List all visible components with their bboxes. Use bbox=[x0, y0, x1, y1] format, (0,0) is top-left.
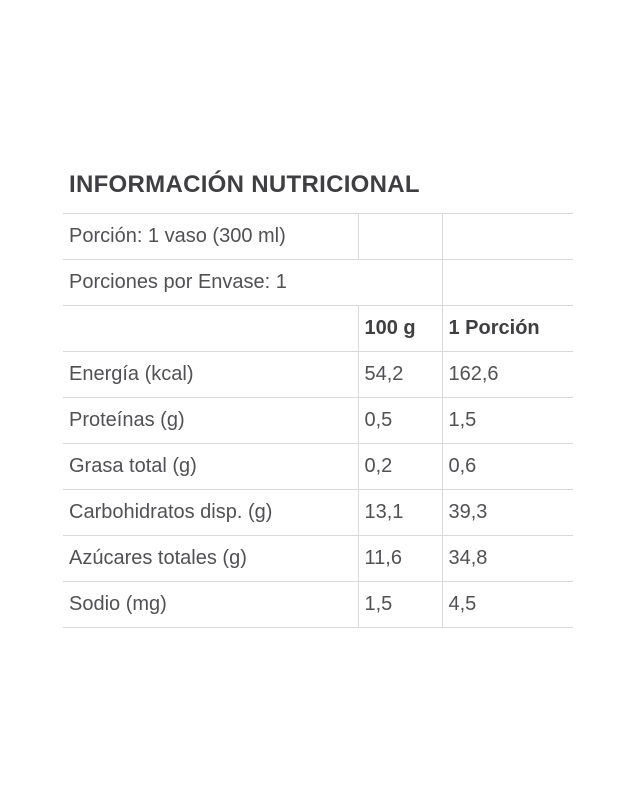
nutrient-value-100g: 54,2 bbox=[357, 351, 442, 398]
nutrient-value-portion: 162,6 bbox=[441, 351, 573, 398]
nutrient-row-protein: Proteínas (g) 0,5 1,5 bbox=[63, 397, 573, 444]
nutrient-value-portion: 39,3 bbox=[441, 489, 573, 536]
nutrient-row-energy: Energía (kcal) 54,2 162,6 bbox=[63, 351, 573, 398]
column-header-row: 100 g 1 Porción bbox=[63, 305, 573, 352]
nutrient-label: Energía (kcal) bbox=[69, 363, 194, 385]
servings-row: Porciones por Envase: 1 bbox=[63, 259, 573, 306]
nutrient-label: Azúcares totales (g) bbox=[69, 547, 247, 569]
column-header-100g: 100 g bbox=[357, 305, 442, 352]
portion-label: Porción: 1 vaso (300 ml) bbox=[69, 225, 286, 247]
nutrient-label: Sodio (mg) bbox=[69, 593, 167, 615]
nutrition-table: Porción: 1 vaso (300 ml) Porciones por E… bbox=[63, 213, 573, 628]
nutrient-value-portion: 4,5 bbox=[441, 581, 573, 628]
nutrient-label: Grasa total (g) bbox=[69, 455, 197, 477]
nutrient-label: Carbohidratos disp. (g) bbox=[69, 501, 273, 523]
column-header-portion: 1 Porción bbox=[441, 305, 573, 352]
portion-empty-cell-1 bbox=[357, 213, 442, 260]
nutrient-value-100g: 0,5 bbox=[357, 397, 442, 444]
nutrient-value-100g: 0,2 bbox=[357, 443, 442, 490]
servings-label: Porciones por Envase: 1 bbox=[69, 271, 287, 293]
nutrient-value-100g: 13,1 bbox=[357, 489, 442, 536]
section-title: INFORMACIÓN NUTRICIONAL bbox=[69, 171, 420, 198]
nutrient-row-carbs: Carbohidratos disp. (g) 13,1 39,3 bbox=[63, 489, 573, 536]
nutrient-value-100g: 1,5 bbox=[357, 581, 442, 628]
nutrient-row-fat: Grasa total (g) 0,2 0,6 bbox=[63, 443, 573, 490]
nutrient-row-sodium: Sodio (mg) 1,5 4,5 bbox=[63, 581, 573, 628]
nutrient-value-100g: 11,6 bbox=[357, 535, 442, 582]
servings-empty-cell bbox=[441, 259, 573, 306]
nutrient-label: Proteínas (g) bbox=[69, 409, 185, 431]
nutrient-value-portion: 0,6 bbox=[441, 443, 573, 490]
portion-empty-cell-2 bbox=[441, 213, 573, 260]
nutrition-facts-panel: INFORMACIÓN NUTRICIONAL Porción: 1 vaso … bbox=[63, 170, 574, 628]
header-empty-cell bbox=[63, 306, 358, 352]
nutrient-row-sugars: Azúcares totales (g) 11,6 34,8 bbox=[63, 535, 573, 582]
nutrient-value-portion: 1,5 bbox=[441, 397, 573, 444]
portion-row: Porción: 1 vaso (300 ml) bbox=[63, 213, 573, 260]
nutrient-value-portion: 34,8 bbox=[441, 535, 573, 582]
